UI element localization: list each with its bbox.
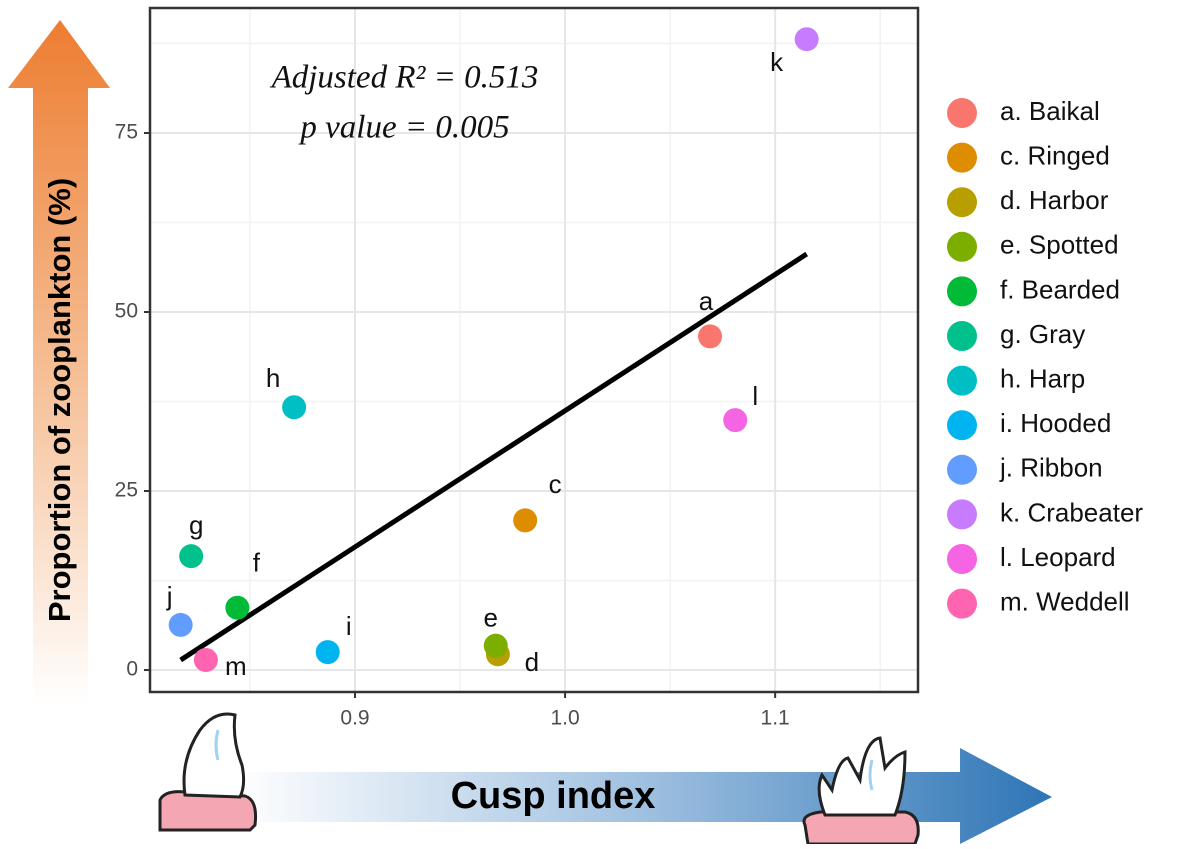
point-label: g — [189, 510, 203, 540]
annotation: p value = 0.005 — [298, 110, 509, 146]
point — [723, 408, 747, 432]
legend-marker — [947, 455, 977, 485]
point — [169, 613, 193, 637]
legend-label: h. Harp — [1000, 363, 1085, 393]
point — [179, 544, 203, 568]
y-tick-label: 50 — [115, 300, 138, 323]
y-axis-label: Proportion of zooplankton (%) — [42, 178, 77, 622]
tooth-simple — [160, 714, 256, 830]
legend-label: a. Baikal — [1000, 96, 1100, 126]
legend-label: i. Hooded — [1000, 408, 1111, 438]
legend-marker — [947, 589, 977, 619]
legend-label: m. Weddell — [1000, 586, 1130, 616]
y-tick-label: 0 — [126, 658, 138, 681]
x-tick-label: 0.9 — [340, 707, 369, 730]
point-label: c — [549, 469, 562, 499]
legend-label: k. Crabeater — [1000, 497, 1143, 527]
panel — [150, 8, 918, 692]
y-tick-label: 75 — [115, 121, 138, 144]
plot — [150, 8, 918, 692]
legend-label: f. Bearded — [1000, 274, 1120, 304]
point-label: a — [699, 286, 714, 316]
legend-marker — [947, 276, 977, 306]
point-label: j — [166, 581, 173, 611]
chart: Proportion of zooplankton (%) Cusp index… — [0, 0, 1186, 844]
point — [194, 648, 218, 672]
legend-label: d. Harbor — [1000, 185, 1109, 215]
point — [282, 395, 306, 419]
legend-label: l. Leopard — [1000, 542, 1116, 572]
point — [484, 634, 508, 658]
legend-label: g. Gray — [1000, 319, 1085, 349]
legend-marker — [947, 410, 977, 440]
legend-marker — [947, 98, 977, 128]
point-label: h — [266, 363, 280, 393]
legend-marker — [947, 232, 977, 262]
x-axis-label: Cusp index — [451, 775, 656, 817]
legend-label: c. Ringed — [1000, 140, 1110, 170]
point-label: f — [253, 548, 261, 578]
legend-marker — [947, 321, 977, 351]
point-label: l — [752, 381, 758, 411]
legend-label: e. Spotted — [1000, 230, 1119, 260]
legend-marker — [947, 187, 977, 217]
x-tick-label: 1.1 — [761, 707, 790, 730]
legend-marker — [947, 143, 977, 173]
annotation: Adjusted R² = 0.513 — [270, 60, 539, 96]
point — [698, 324, 722, 348]
legend-marker — [947, 544, 977, 574]
point — [795, 27, 819, 51]
page: {"chart_data": {"type": "scatter", "xlab… — [0, 0, 1186, 849]
point-label: i — [346, 611, 352, 641]
point — [225, 596, 249, 620]
y-tick-label: 25 — [115, 479, 138, 502]
point — [316, 640, 340, 664]
x-tick-label: 1.0 — [550, 707, 579, 730]
point-label: m — [225, 651, 247, 681]
point-label: k — [770, 47, 784, 77]
legend-marker — [947, 499, 977, 529]
tooth-cusped — [804, 738, 918, 844]
legend-marker — [947, 366, 977, 396]
point — [513, 508, 537, 532]
point-label: d — [525, 647, 539, 677]
point-label: e — [484, 603, 498, 633]
legend-label: j. Ribbon — [999, 453, 1103, 483]
